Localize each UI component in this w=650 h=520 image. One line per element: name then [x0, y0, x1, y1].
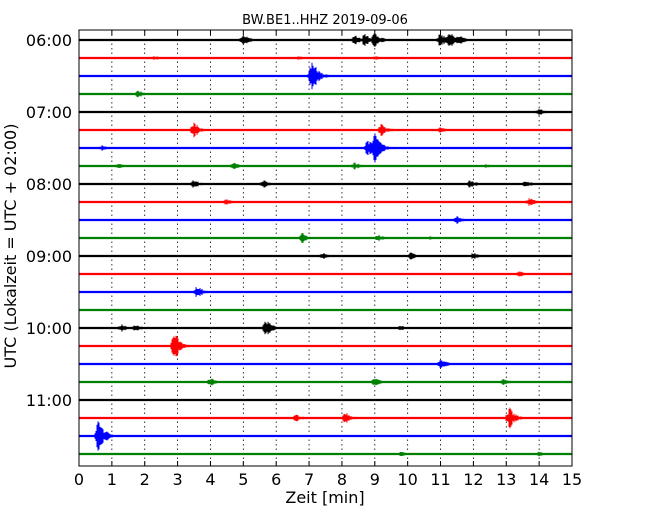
y-tick-label: 06:00: [26, 31, 72, 50]
x-tick-label: 9: [370, 470, 380, 489]
x-tick-label: 5: [238, 470, 248, 489]
plot-frame: [78, 29, 573, 467]
x-axis-label: Zeit [min]: [285, 488, 364, 507]
x-tick-label: 6: [271, 470, 281, 489]
x-tick-label: 3: [173, 470, 183, 489]
trace-10:30: [78, 360, 573, 368]
y-axis-label: UTC (Lokalzeit = UTC + 02:00): [1, 124, 20, 369]
trace-08:30: [78, 216, 573, 224]
x-tick-label: 12: [463, 470, 483, 489]
x-tick-label: 1: [107, 470, 117, 489]
x-tick-label: 15: [562, 470, 582, 489]
ticks: 0 1 2 3 4 5 6 7 8 9 10 11 12 13 14 1506:0007:0008:0009:…: [26, 30, 582, 489]
trace-waveform: [78, 399, 573, 401]
y-tick-label: 08:00: [26, 175, 72, 194]
chart-title: BW.BE1..HHZ 2019-09-06: [242, 13, 408, 28]
grid-lines: [111, 30, 540, 466]
traces: [78, 33, 573, 457]
x-tick-label: 2: [140, 470, 150, 489]
trace-09:45: [78, 308, 573, 312]
trace-08:45: [78, 233, 573, 243]
x-tick-label: 7: [304, 470, 314, 489]
x-tick-label: 8: [337, 470, 347, 489]
trace-06:45: [78, 90, 573, 98]
y-tick-label: 10:00: [26, 319, 72, 338]
trace-07:45: [78, 162, 573, 170]
y-tick-label: 11:00: [26, 391, 72, 410]
x-tick-label: 14: [529, 470, 549, 489]
y-tick-label: 07:00: [26, 103, 72, 122]
x-tick-label: 13: [496, 470, 516, 489]
x-tick-label: 4: [205, 470, 215, 489]
x-tick-label: 0: [74, 470, 84, 489]
y-tick-label: 09:00: [26, 247, 72, 266]
trace-11:45: [78, 451, 573, 457]
x-tick-label: 10: [397, 470, 417, 489]
x-tick-label: 11: [430, 470, 450, 489]
trace-11:00: [78, 398, 573, 402]
